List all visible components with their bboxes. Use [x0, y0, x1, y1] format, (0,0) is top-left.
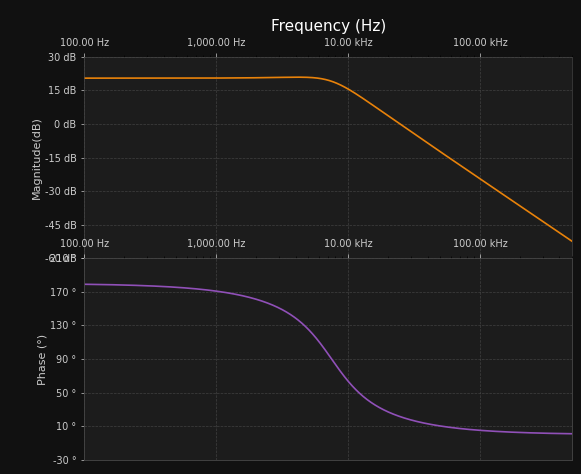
- Y-axis label: Magnitude(dB): Magnitude(dB): [32, 116, 42, 199]
- Y-axis label: Phase (°): Phase (°): [37, 334, 48, 384]
- Title: Frequency (Hz): Frequency (Hz): [271, 19, 386, 34]
